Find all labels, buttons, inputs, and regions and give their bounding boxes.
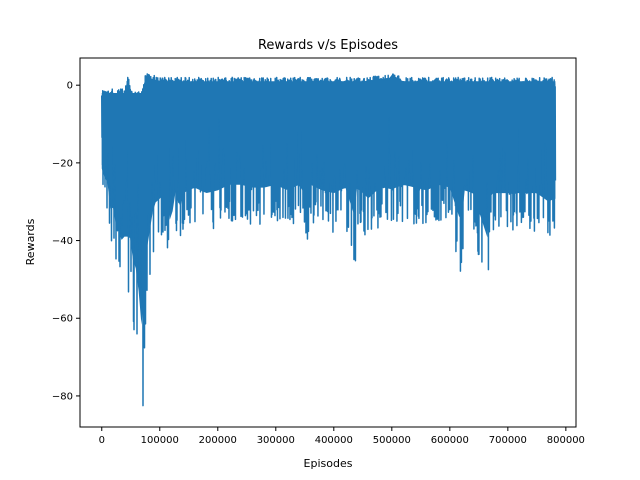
x-axis: 0 100000 200000 300000 400000 500000 600000 700… — [99, 427, 585, 446]
x-tick-label: 300000 — [257, 435, 295, 446]
x-tick-label: 0 — [99, 435, 105, 446]
x-tick-label: 500000 — [373, 435, 411, 446]
x-tick-label: 700000 — [489, 435, 527, 446]
y-tick-label: 0 — [67, 81, 73, 92]
x-tick-label: 800000 — [547, 435, 585, 446]
y-tick-label: −20 — [52, 158, 73, 169]
y-tick-label: −60 — [52, 314, 73, 325]
x-tick-label: 100000 — [141, 435, 179, 446]
x-tick-label: 400000 — [315, 435, 353, 446]
x-axis-label: Episodes — [304, 457, 353, 470]
chart-title: Rewards v/s Episodes — [258, 38, 398, 53]
plot-area — [101, 73, 557, 407]
y-tick-label: −80 — [52, 391, 73, 402]
y-axis-label: Rewards — [24, 218, 37, 265]
rewards-series-line — [101, 73, 557, 407]
y-axis: 0 −20 −40 −60 −80 — [52, 81, 80, 402]
y-tick-label: −40 — [52, 236, 73, 247]
plot-frame — [79, 57, 577, 428]
x-tick-label: 200000 — [199, 435, 237, 446]
x-tick-label: 600000 — [431, 435, 469, 446]
